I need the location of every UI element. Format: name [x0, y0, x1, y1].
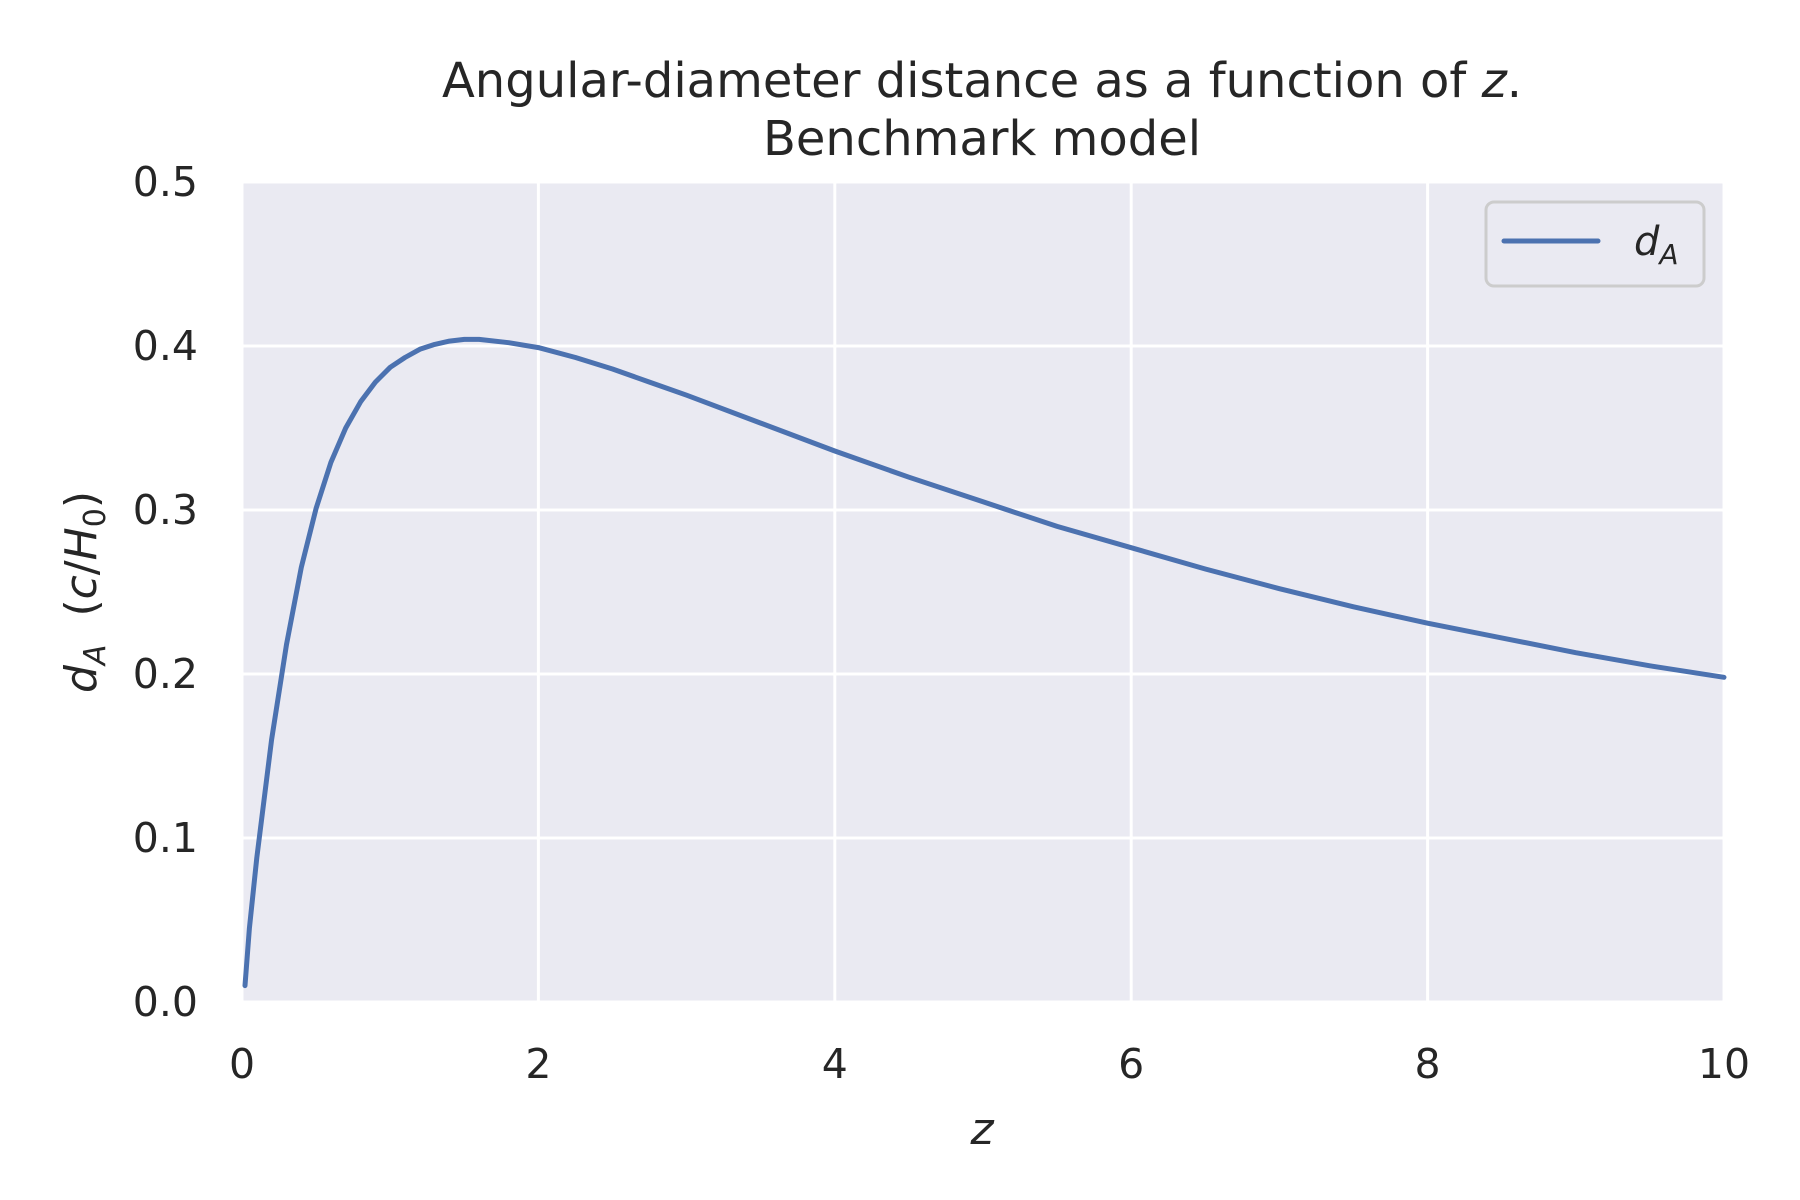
y-label-sub: A [78, 645, 113, 668]
y-tick-label: 0.2 [133, 650, 198, 698]
series-line-d-a [242, 336, 1727, 989]
y-label-c: c [56, 575, 107, 599]
plot-area [242, 182, 1724, 1002]
chart-title-variable: z [1481, 53, 1509, 109]
legend-label: dA [1634, 219, 1679, 271]
legend-label-var: d [1634, 219, 1660, 265]
x-tick-label: 2 [525, 1040, 551, 1088]
y-tick-label: 0.5 [133, 158, 198, 206]
y-label-var: d [56, 664, 107, 693]
y-label-open: ( [56, 599, 107, 644]
y-tick-label: 0.4 [133, 322, 198, 370]
grid-lines [240, 180, 1726, 1004]
chart-title-suffix: . [1507, 53, 1522, 109]
legend-box [1484, 200, 1706, 288]
chart-title: Angular-diameter distance as a function … [442, 53, 1522, 109]
y-tick-label: 0.1 [133, 814, 198, 862]
x-tick-label: 10 [1698, 1040, 1750, 1088]
chart-title-prefix: Angular-diameter distance as a function … [442, 53, 1482, 109]
y-tick-label: 0.3 [133, 486, 198, 534]
legend-label-sub: A [1657, 238, 1678, 271]
y-axis-label: dA (c/H0) [56, 491, 113, 693]
x-tick-label: 0 [229, 1040, 255, 1088]
x-tick-label: 6 [1118, 1040, 1144, 1088]
x-axis-label: z [969, 1104, 994, 1155]
y-label-h: H [56, 527, 107, 560]
x-tick-label: 4 [822, 1040, 848, 1088]
x-tick-labels: 0 2 4 6 8 10 [229, 1040, 1750, 1088]
y-tick-labels: 0.0 0.1 0.2 0.3 0.4 0.5 [133, 158, 198, 1026]
y-label-close: ) [56, 491, 107, 508]
y-label-h-sub: 0 [78, 508, 113, 527]
x-tick-label: 8 [1415, 1040, 1441, 1088]
chart-subtitle: Benchmark model [763, 111, 1201, 167]
series-layer [242, 336, 1727, 989]
legend: dA [1484, 200, 1706, 288]
y-tick-label: 0.0 [133, 978, 198, 1026]
y-label-slash: / [56, 560, 107, 575]
